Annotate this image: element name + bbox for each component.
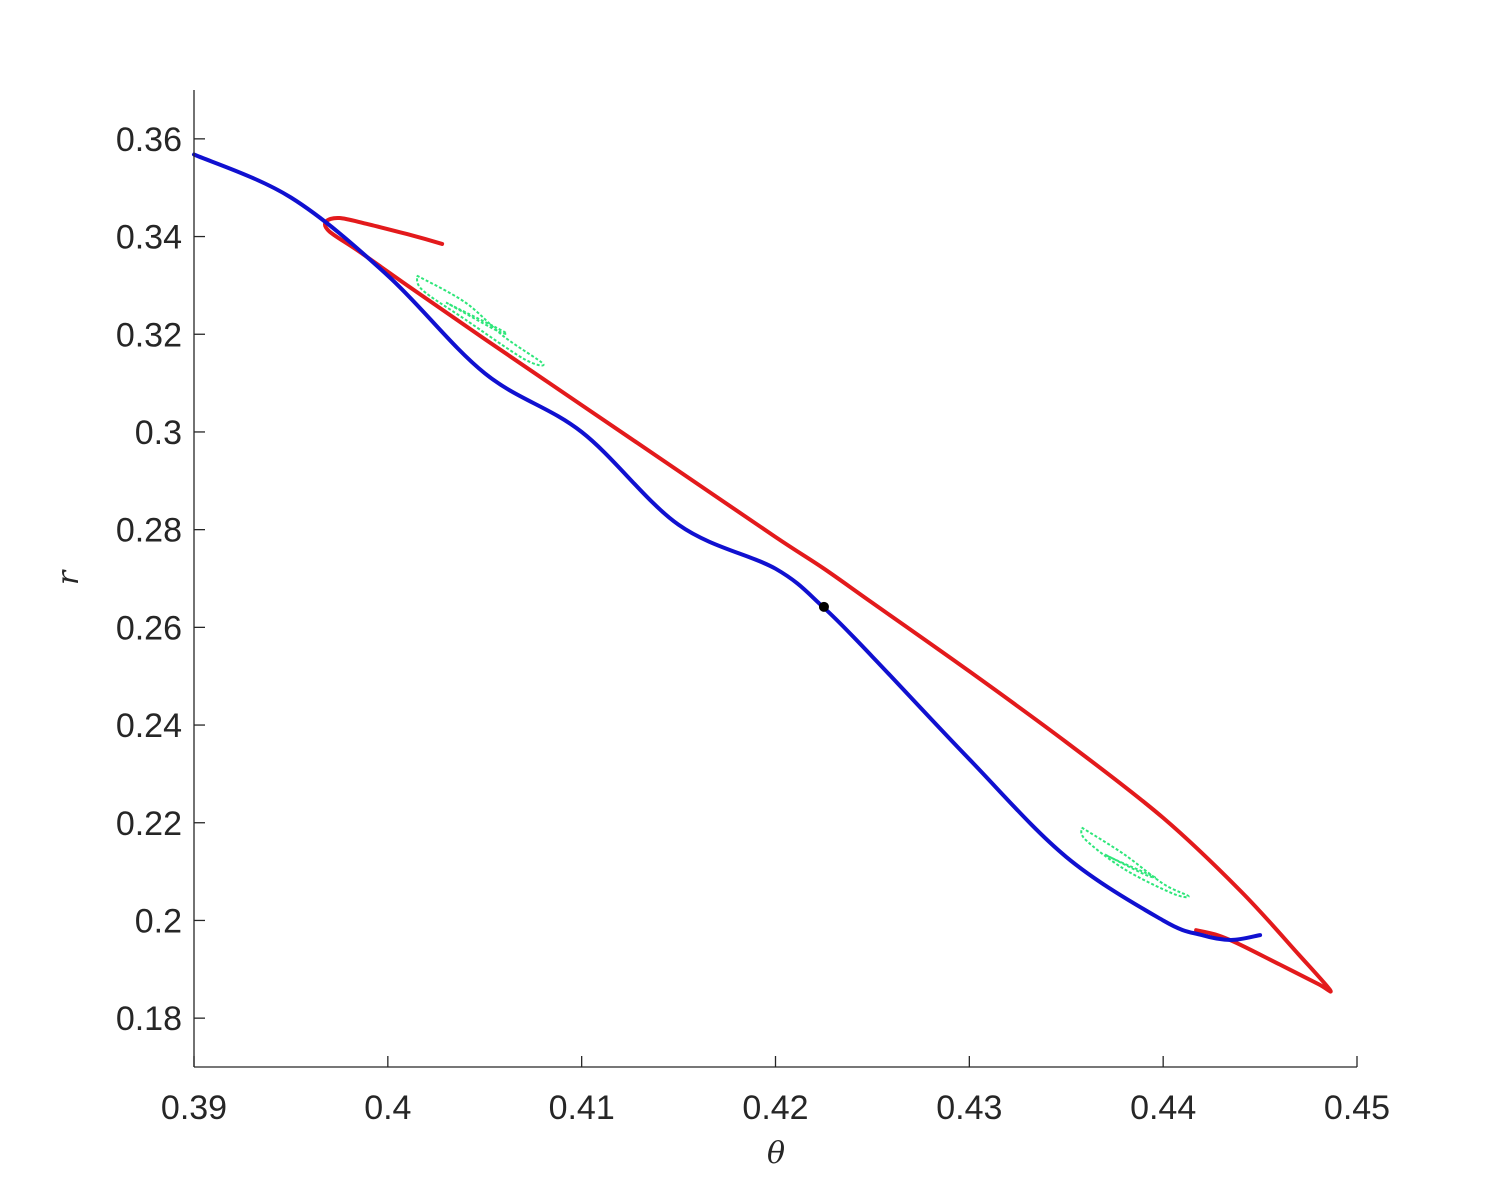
x-tick-label: 0.39 (161, 1089, 227, 1127)
x-tick-label: 0.4 (364, 1089, 411, 1127)
island-orbit-2 (445, 301, 508, 335)
y-axis-label: r (51, 569, 86, 585)
y-tick-label: 0.24 (116, 707, 182, 745)
y-tick-label: 0.3 (135, 414, 182, 452)
series-line-2 (192, 152, 1263, 942)
plot-background (194, 90, 1357, 1067)
y-tick-label: 0.2 (135, 902, 182, 940)
y-axis-ticks: 0.18 0.2 0.22 0.24 0.26 0.28 0.3 0.32 0.34 0.36 (116, 121, 205, 1038)
x-tick-label: 0.45 (1324, 1089, 1390, 1127)
y-tick-label: 0.32 (116, 316, 182, 354)
x-axis-ticks: 0.39 0.4 0.41 0.42 0.43 0.44 0.45 (161, 1056, 1390, 1127)
fixed-point-marker (818, 601, 829, 612)
y-tick-label: 0.36 (116, 121, 182, 159)
x-axis-label: θ (767, 1136, 785, 1171)
y-tick-label: 0.18 (116, 1000, 182, 1038)
y-tick-label: 0.22 (116, 805, 182, 843)
y-tick-label: 0.26 (116, 609, 182, 647)
island-orbit-4 (1104, 853, 1157, 879)
y-tick-label: 0.28 (116, 512, 182, 550)
x-tick-label: 0.43 (936, 1089, 1002, 1127)
island-orbit-1 (415, 274, 545, 367)
island-orbit-3 (1080, 826, 1190, 899)
y-tick-label: 0.34 (116, 219, 182, 257)
series-line-1 (322, 215, 1333, 994)
x-tick-label: 0.44 (1130, 1089, 1196, 1127)
data-marks (192, 152, 1333, 994)
x-tick-label: 0.42 (742, 1089, 808, 1127)
x-tick-label: 0.41 (549, 1089, 615, 1127)
